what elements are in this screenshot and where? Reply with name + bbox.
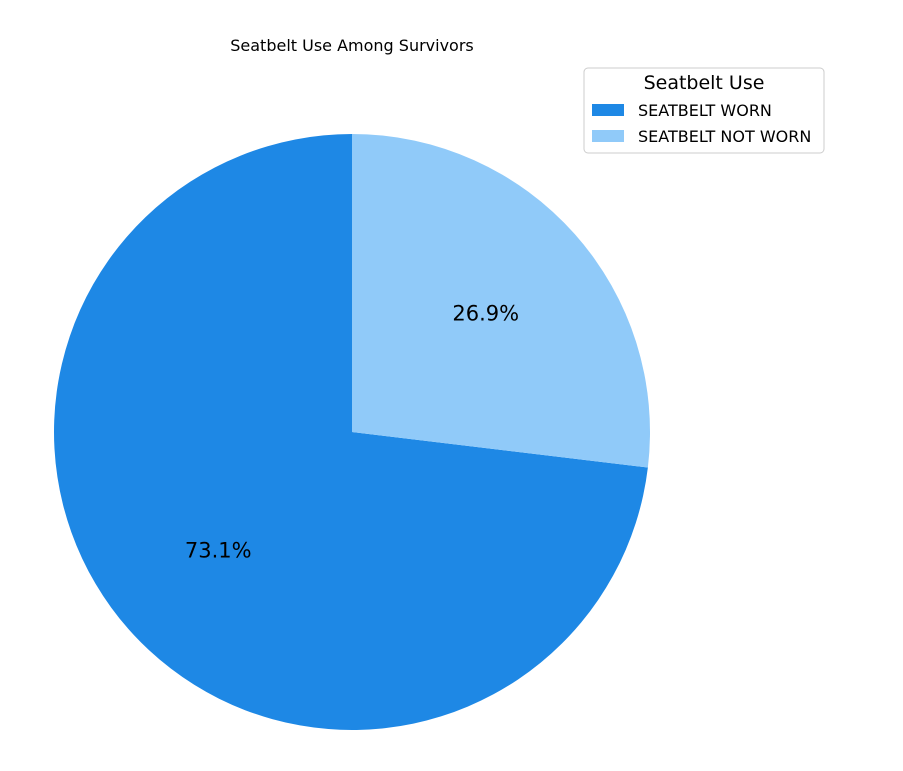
- pie-slice-labels: 73.1% 26.9%: [185, 301, 519, 562]
- legend-title: Seatbelt Use: [644, 72, 765, 94]
- chart-title: Seatbelt Use Among Survivors: [230, 36, 474, 55]
- legend-entry-label: SEATBELT WORN: [638, 101, 772, 120]
- pie-slice-label: 26.9%: [452, 301, 519, 325]
- pie-slice-label: 73.1%: [185, 539, 252, 563]
- pie-slice-seatbelt-worn: [53, 134, 648, 730]
- legend-entry-label: SEATBELT NOT WORN: [638, 127, 811, 146]
- legend-frame: [583, 67, 825, 154]
- legend: Seatbelt Use SEATBELT WORN SEATBELT NOT W…: [583, 67, 825, 154]
- legend-swatch: [592, 104, 624, 116]
- pie-slices: [53, 134, 650, 730]
- pie-slice-seatbelt-not-worn: [352, 134, 650, 468]
- legend-entries: SEATBELT WORN SEATBELT NOT WORN: [592, 101, 811, 146]
- legend-swatch: [592, 130, 624, 142]
